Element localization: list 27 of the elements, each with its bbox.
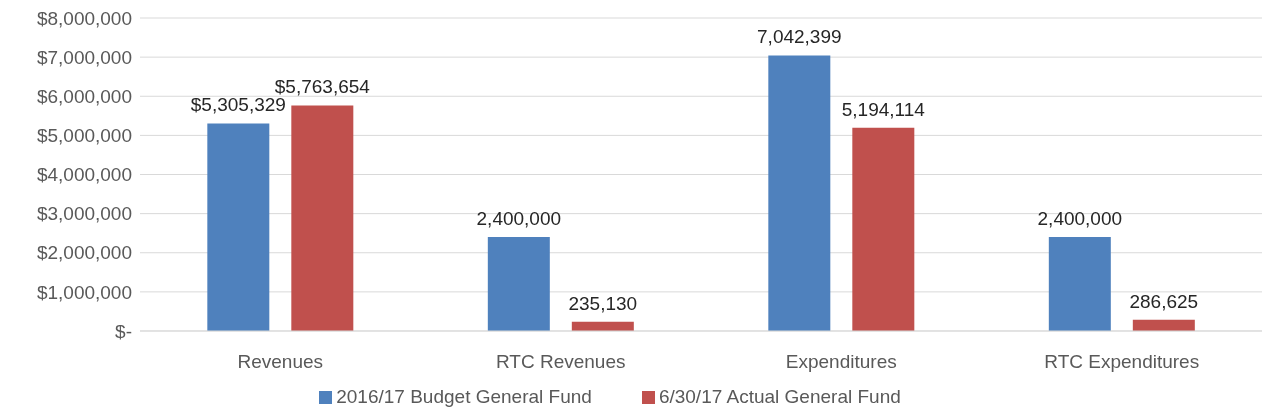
bar bbox=[768, 55, 831, 331]
x-tick-label: Expenditures bbox=[785, 351, 897, 373]
data-label: 286,625 bbox=[1129, 290, 1199, 312]
bar bbox=[291, 105, 354, 331]
bar bbox=[207, 123, 270, 331]
x-tick-label: Revenues bbox=[237, 351, 324, 373]
data-label: 7,042,399 bbox=[757, 26, 842, 48]
bar bbox=[852, 127, 915, 331]
y-tick-label: $6,000,000 bbox=[36, 86, 132, 107]
y-tick-label: $1,000,000 bbox=[36, 281, 132, 303]
legend-label: 6/30/17 Actual General Fund bbox=[658, 386, 901, 407]
bar bbox=[487, 237, 550, 331]
x-tick-label: RTC Expenditures bbox=[1044, 351, 1200, 373]
y-tick-label: $- bbox=[115, 320, 132, 342]
legend-label: 2016/17 Budget General Fund bbox=[336, 386, 592, 407]
bar bbox=[1048, 237, 1111, 331]
y-tick-label: $8,000,000 bbox=[36, 7, 132, 29]
y-tick-label: $3,000,000 bbox=[36, 203, 132, 225]
y-tick-label: $5,000,000 bbox=[36, 125, 132, 147]
y-tick-label: $7,000,000 bbox=[36, 46, 132, 68]
data-label: 235,130 bbox=[568, 292, 638, 314]
x-tick-label: RTC Revenues bbox=[495, 351, 626, 373]
data-label: 2,400,000 bbox=[1037, 208, 1123, 230]
data-label: 2,400,000 bbox=[476, 208, 562, 230]
data-label: 5,194,114 bbox=[841, 98, 926, 120]
y-tick-label: $2,000,000 bbox=[36, 242, 132, 264]
y-tick-label: $4,000,000 bbox=[36, 164, 132, 186]
